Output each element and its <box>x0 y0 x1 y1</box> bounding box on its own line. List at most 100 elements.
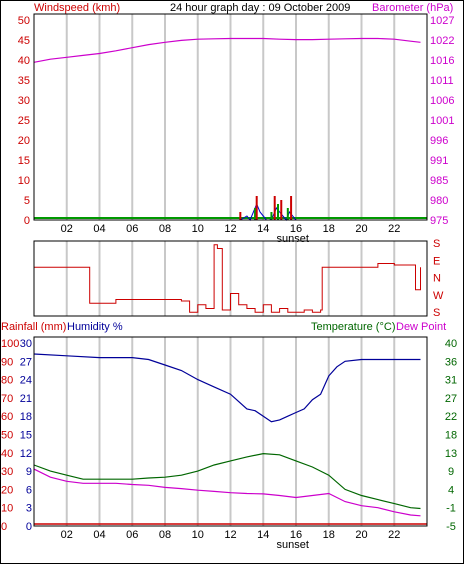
barometer-tick-label: 1022 <box>430 35 454 47</box>
barometer-tick-label: 985 <box>430 175 448 187</box>
wind-panel-x-tick-label: 10 <box>192 223 204 235</box>
wind-panel-x-tick-label: 04 <box>93 223 105 235</box>
windspeed-tick-label: 10 <box>18 175 30 187</box>
humidity-line <box>33 353 421 423</box>
windspeed-tick-label: 50 <box>18 15 30 27</box>
wind-panel-x-tick-label: 20 <box>355 223 367 235</box>
temperature-tick-label: 27 <box>445 393 457 405</box>
rainfall-tick-label: 100 <box>1 338 19 350</box>
rainfall-tick-label: 30 <box>1 466 13 478</box>
windspeed-tick-label: 15 <box>18 155 30 167</box>
humidity-tick-label: 24 <box>20 375 32 387</box>
temp-panel-x-tick-label: 20 <box>355 529 367 541</box>
wind-barometer-panel <box>33 13 428 221</box>
temp-panel-x-tick-label: 10 <box>192 529 204 541</box>
temp-panel-x-tick-label: 06 <box>126 529 138 541</box>
humidity-tick-label: 30 <box>20 338 32 350</box>
windspeed-tick-label: 0 <box>24 215 30 227</box>
humidity-tick-label: 15 <box>20 430 32 442</box>
temp-panel-sunset-label: sunset <box>277 539 309 551</box>
temp-panel-x-tick-label: 08 <box>159 529 171 541</box>
barometer-tick-label: 1001 <box>430 115 454 127</box>
temperature-tick-label: 4 <box>448 484 454 496</box>
rainfall-tick-label: 0 <box>1 521 7 533</box>
temp-panel-x-tick-label: 12 <box>224 529 236 541</box>
temp-panel-x-tick-label: 02 <box>61 529 73 541</box>
temp-panel-x-tick-label: 22 <box>388 529 400 541</box>
temperature-tick-label: -5 <box>446 521 456 533</box>
wind-panel-x-tick-label: 14 <box>257 223 269 235</box>
wind-panel-x-tick-label: 12 <box>224 223 236 235</box>
direction-tick-label: S <box>433 238 440 250</box>
wind-panel-x-tick-label: 18 <box>323 223 335 235</box>
temperature-tick-label: 13 <box>445 448 457 460</box>
temperature-tick-label: 31 <box>445 375 457 387</box>
wind-panel-x-tick-label: 02 <box>61 223 73 235</box>
wind-direction-line <box>34 244 421 313</box>
rainfall-legend: Rainfall (mm) <box>1 321 67 333</box>
barometer-tick-label: 980 <box>430 195 448 207</box>
barometer-tick-label: 996 <box>430 135 448 147</box>
rainfall-tick-label: 50 <box>1 430 13 442</box>
temperature-humidity-panel <box>33 336 428 527</box>
dewpoint-line <box>33 468 421 517</box>
barometer-tick-label: 1016 <box>430 55 454 67</box>
barometer-axis-label: Barometer (hPa) <box>372 2 454 14</box>
temperature-line <box>33 452 421 510</box>
wind-panel-x-tick-label: 06 <box>126 223 138 235</box>
humidity-tick-label: 6 <box>26 484 32 496</box>
humidity-tick-label: 18 <box>20 411 32 423</box>
humidity-legend: Humidity % <box>67 321 123 333</box>
barometer-line <box>33 37 421 63</box>
windspeed-tick-label: 20 <box>18 135 30 147</box>
temperature-tick-label: 40 <box>445 338 457 350</box>
wind-direction-panel <box>33 240 428 317</box>
rainfall-tick-label: 40 <box>1 448 13 460</box>
temp-panel-x-tick-label: 18 <box>323 529 335 541</box>
direction-tick-label: W <box>433 290 444 302</box>
humidity-tick-label: 21 <box>20 393 32 405</box>
temperature-tick-label: -1 <box>446 503 456 515</box>
rainfall-tick-label: 90 <box>1 356 13 368</box>
barometer-tick-label: 1027 <box>430 15 454 27</box>
rainfall-tick-label: 10 <box>1 503 13 515</box>
wind-panel-sunset-label: sunset <box>277 233 309 245</box>
windspeed-tick-label: 30 <box>18 95 30 107</box>
windspeed-tick-label: 40 <box>18 55 30 67</box>
barometer-tick-label: 975 <box>430 215 448 227</box>
windspeed-tick-label: 45 <box>18 35 30 47</box>
temperature-legend: Temperature (°C) <box>311 321 396 333</box>
direction-tick-label: S <box>433 307 440 319</box>
dewpoint-legend: Dew Point <box>396 321 447 333</box>
direction-tick-label: E <box>433 255 440 267</box>
rainfall-tick-label: 80 <box>1 375 13 387</box>
humidity-tick-label: 9 <box>26 466 32 478</box>
barometer-tick-label: 1011 <box>430 75 454 87</box>
wind-panel-x-tick-label: 16 <box>290 223 302 235</box>
humidity-tick-label: 27 <box>20 356 32 368</box>
temperature-tick-label: 9 <box>448 466 454 478</box>
humidity-tick-label: 12 <box>20 448 32 460</box>
windspeed-tick-label: 5 <box>24 195 30 207</box>
temperature-tick-label: 36 <box>445 356 457 368</box>
wind-panel-x-tick-label: 08 <box>159 223 171 235</box>
temp-panel-x-tick-label: 16 <box>290 529 302 541</box>
wind-panel-x-tick-label: 22 <box>388 223 400 235</box>
direction-tick-label: N <box>433 273 441 285</box>
rainfall-tick-label: 20 <box>1 484 13 496</box>
rainfall-tick-label: 60 <box>1 411 13 423</box>
humidity-tick-label: 0 <box>26 521 32 533</box>
temp-panel-x-tick-label: 14 <box>257 529 269 541</box>
barometer-tick-label: 1006 <box>430 95 454 107</box>
rainfall-tick-label: 70 <box>1 393 13 405</box>
temp-panel-x-tick-label: 04 <box>93 529 105 541</box>
temperature-tick-label: 22 <box>445 411 457 423</box>
humidity-tick-label: 3 <box>26 503 32 515</box>
chart-title: 24 hour graph day : 09 October 2009 <box>170 2 351 14</box>
windspeed-tick-label: 35 <box>18 75 30 87</box>
windspeed-tick-label: 25 <box>18 115 30 127</box>
barometer-tick-label: 991 <box>430 155 448 167</box>
temperature-tick-label: 18 <box>445 430 457 442</box>
